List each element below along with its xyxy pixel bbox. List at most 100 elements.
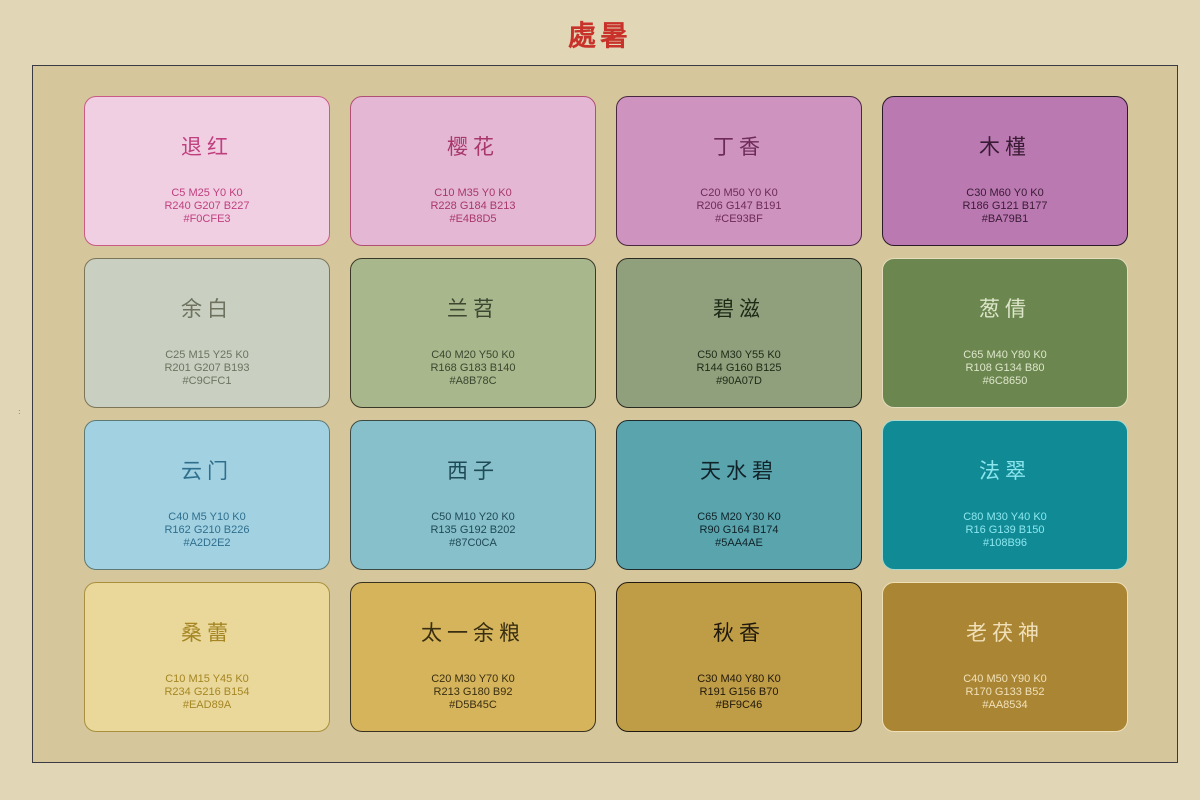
hex-value: #90A07D <box>716 375 762 387</box>
color-name: 兰苕 <box>447 297 499 321</box>
color-name: 太一余粮 <box>421 621 525 645</box>
color-name: 樱花 <box>447 135 499 159</box>
cmyk-value: C10 M15 Y45 K0 <box>165 673 249 685</box>
color-card[interactable]: 太一余粮 C20 M30 Y70 K0 R213 G180 B92 #D5B45C <box>350 582 596 732</box>
rgb-value: R144 G160 B125 <box>696 362 782 374</box>
color-codes: C5 M25 Y0 K0 R240 G207 B227 #F0CFE3 <box>85 187 329 226</box>
rgb-value: R170 G133 B52 <box>965 686 1045 698</box>
color-codes: C50 M10 Y20 K0 R135 G192 B202 #87C0CA <box>351 511 595 550</box>
color-codes: C50 M30 Y55 K0 R144 G160 B125 #90A07D <box>617 349 861 388</box>
color-card[interactable]: 丁香 C20 M50 Y0 K0 R206 G147 B191 #CE93BF <box>616 96 862 246</box>
color-codes: C80 M30 Y40 K0 R16 G139 B150 #108B96 <box>883 511 1127 550</box>
rgb-value: R206 G147 B191 <box>696 200 782 212</box>
color-card[interactable]: 法翠 C80 M30 Y40 K0 R16 G139 B150 #108B96 <box>882 420 1128 570</box>
hex-value: #BF9C46 <box>715 699 763 711</box>
color-codes: C40 M20 Y50 K0 R168 G183 B140 #A8B78C <box>351 349 595 388</box>
color-card[interactable]: 樱花 C10 M35 Y0 K0 R228 G184 B213 #E4B8D5 <box>350 96 596 246</box>
hex-value: #87C0CA <box>449 537 497 549</box>
rgb-value: R168 G183 B140 <box>430 362 516 374</box>
color-card[interactable]: 余白 C25 M15 Y25 K0 R201 G207 B193 #C9CFC1 <box>84 258 330 408</box>
rgb-value: R135 G192 B202 <box>430 524 516 536</box>
hex-value: #A2D2E2 <box>183 537 231 549</box>
hex-value: #E4B8D5 <box>449 213 497 225</box>
color-codes: C20 M30 Y70 K0 R213 G180 B92 #D5B45C <box>351 673 595 712</box>
color-codes: C40 M50 Y90 K0 R170 G133 B52 #AA8534 <box>883 673 1127 712</box>
color-name: 老茯神 <box>966 621 1044 645</box>
hex-value: #F0CFE3 <box>183 213 231 225</box>
color-card[interactable]: 桑蕾 C10 M15 Y45 K0 R234 G216 B154 #EAD89A <box>84 582 330 732</box>
hex-value: #EAD89A <box>182 699 232 711</box>
color-name: 云门 <box>181 459 233 483</box>
hex-value: #C9CFC1 <box>182 375 232 387</box>
color-name: 天水碧 <box>700 459 778 483</box>
cmyk-value: C50 M10 Y20 K0 <box>431 511 515 523</box>
color-card[interactable]: 退红 C5 M25 Y0 K0 R240 G207 B227 #F0CFE3 <box>84 96 330 246</box>
color-codes: C30 M40 Y80 K0 R191 G156 B70 #BF9C46 <box>617 673 861 712</box>
color-codes: C65 M40 Y80 K0 R108 G134 B80 #6C8650 <box>883 349 1127 388</box>
color-card[interactable]: 老茯神 C40 M50 Y90 K0 R170 G133 B52 #AA8534 <box>882 582 1128 732</box>
cmyk-value: C80 M30 Y40 K0 <box>963 511 1047 523</box>
rgb-value: R213 G180 B92 <box>433 686 513 698</box>
cmyk-value: C40 M50 Y90 K0 <box>963 673 1047 685</box>
cmyk-value: C25 M15 Y25 K0 <box>165 349 249 361</box>
rgb-value: R234 G216 B154 <box>164 686 250 698</box>
color-name: 木槿 <box>979 135 1031 159</box>
hex-value: #5AA4AE <box>715 537 763 549</box>
color-codes: C65 M20 Y30 K0 R90 G164 B174 #5AA4AE <box>617 511 861 550</box>
color-name: 桑蕾 <box>181 621 233 645</box>
color-palette-panel: 退红 C5 M25 Y0 K0 R240 G207 B227 #F0CFE3 樱花 C10… <box>32 65 1178 763</box>
cmyk-value: C65 M20 Y30 K0 <box>697 511 781 523</box>
cmyk-value: C30 M60 Y0 K0 <box>966 187 1044 199</box>
page-title: 處暑 <box>567 19 632 52</box>
hex-value: #AA8534 <box>982 699 1028 711</box>
color-name: 秋香 <box>713 621 765 645</box>
color-codes: C40 M5 Y10 K0 R162 G210 B226 #A2D2E2 <box>85 511 329 550</box>
color-name: 余白 <box>181 297 233 321</box>
cmyk-value: C40 M20 Y50 K0 <box>431 349 515 361</box>
hex-value: #6C8650 <box>982 375 1028 387</box>
rgb-value: R240 G207 B227 <box>164 200 250 212</box>
color-name: 法翠 <box>979 459 1031 483</box>
rgb-value: R191 G156 B70 <box>699 686 779 698</box>
rgb-value: R16 G139 B150 <box>965 524 1045 536</box>
rgb-value: R90 G164 B174 <box>699 524 779 536</box>
cmyk-value: C10 M35 Y0 K0 <box>434 187 512 199</box>
cmyk-value: C40 M5 Y10 K0 <box>168 511 246 523</box>
color-codes: C20 M50 Y0 K0 R206 G147 B191 #CE93BF <box>617 187 861 226</box>
cmyk-value: C50 M30 Y55 K0 <box>697 349 781 361</box>
color-name: 西子 <box>447 459 499 483</box>
hex-value: #CE93BF <box>715 213 763 225</box>
color-name: 碧滋 <box>713 297 765 321</box>
rgb-value: R201 G207 B193 <box>164 362 250 374</box>
cmyk-value: C5 M25 Y0 K0 <box>171 187 243 199</box>
cmyk-value: C30 M40 Y80 K0 <box>697 673 781 685</box>
color-codes: C30 M60 Y0 K0 R186 G121 B177 #BA79B1 <box>883 187 1127 226</box>
color-card[interactable]: 碧滋 C50 M30 Y55 K0 R144 G160 B125 #90A07D <box>616 258 862 408</box>
hex-value: #A8B78C <box>449 375 497 387</box>
color-card[interactable]: 天水碧 C65 M20 Y30 K0 R90 G164 B174 #5AA4AE <box>616 420 862 570</box>
color-codes: C10 M15 Y45 K0 R234 G216 B154 #EAD89A <box>85 673 329 712</box>
color-card[interactable]: 葱倩 C65 M40 Y80 K0 R108 G134 B80 #6C8650 <box>882 258 1128 408</box>
margin-tick: : <box>18 407 21 416</box>
hex-value: #BA79B1 <box>981 213 1029 225</box>
rgb-value: R162 G210 B226 <box>164 524 250 536</box>
rgb-value: R108 G134 B80 <box>965 362 1045 374</box>
color-card[interactable]: 秋香 C30 M40 Y80 K0 R191 G156 B70 #BF9C46 <box>616 582 862 732</box>
color-card[interactable]: 云门 C40 M5 Y10 K0 R162 G210 B226 #A2D2E2 <box>84 420 330 570</box>
color-codes: C25 M15 Y25 K0 R201 G207 B193 #C9CFC1 <box>85 349 329 388</box>
rgb-value: R228 G184 B213 <box>430 200 516 212</box>
color-codes: C10 M35 Y0 K0 R228 G184 B213 #E4B8D5 <box>351 187 595 226</box>
color-name: 退红 <box>181 135 233 159</box>
color-name: 葱倩 <box>979 297 1031 321</box>
cmyk-value: C65 M40 Y80 K0 <box>963 349 1047 361</box>
cmyk-value: C20 M50 Y0 K0 <box>700 187 778 199</box>
color-card[interactable]: 兰苕 C40 M20 Y50 K0 R168 G183 B140 #A8B78C <box>350 258 596 408</box>
color-card[interactable]: 西子 C50 M10 Y20 K0 R135 G192 B202 #87C0CA <box>350 420 596 570</box>
color-name: 丁香 <box>713 135 765 159</box>
color-card-grid: 退红 C5 M25 Y0 K0 R240 G207 B227 #F0CFE3 樱花 C10… <box>33 66 1177 762</box>
rgb-value: R186 G121 B177 <box>962 200 1048 212</box>
cmyk-value: C20 M30 Y70 K0 <box>431 673 515 685</box>
hex-value: #D5B45C <box>449 699 497 711</box>
color-card[interactable]: 木槿 C30 M60 Y0 K0 R186 G121 B177 #BA79B1 <box>882 96 1128 246</box>
hex-value: #108B96 <box>982 537 1028 549</box>
